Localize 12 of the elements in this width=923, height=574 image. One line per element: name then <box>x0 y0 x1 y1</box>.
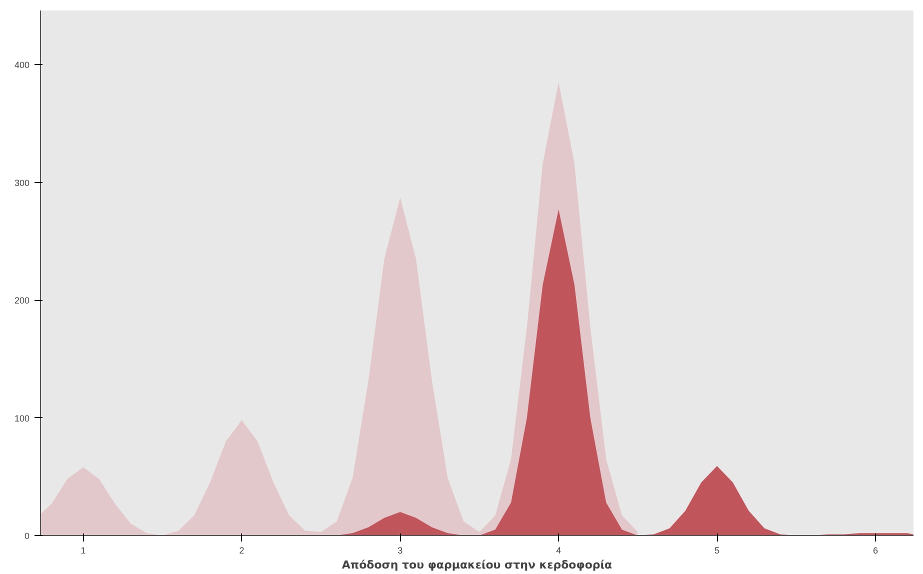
y-tick-label: 300 <box>14 178 30 188</box>
x-tick-label: 5 <box>714 546 720 556</box>
x-tick-label: 1 <box>80 546 86 556</box>
y-tick-label: 400 <box>14 60 30 70</box>
y-tick-label: 200 <box>14 296 30 306</box>
y-tick-label: 100 <box>14 413 30 424</box>
x-tick-label: 3 <box>398 546 403 556</box>
x-tick-label: 4 <box>556 546 562 556</box>
x-axis-title: Απόδοση του φαρμακείου στην κερδοφορία <box>342 558 613 572</box>
y-tick-label: 0 <box>24 531 30 541</box>
x-tick-label: 2 <box>239 546 244 556</box>
x-tick-label: 6 <box>872 546 878 556</box>
